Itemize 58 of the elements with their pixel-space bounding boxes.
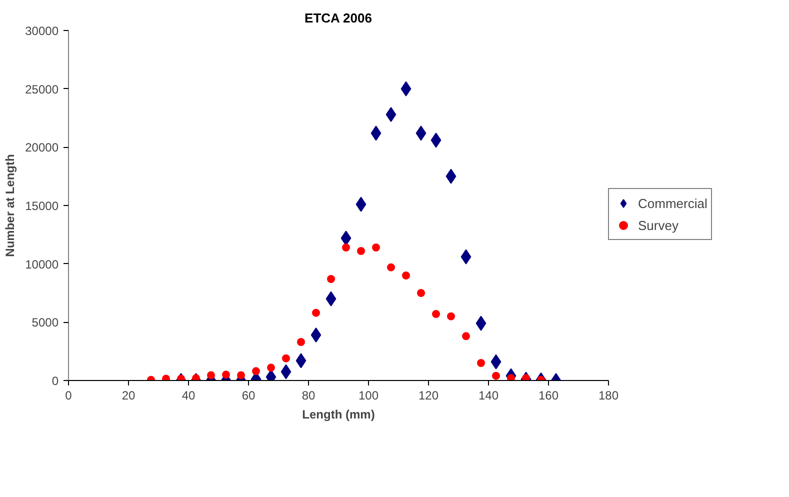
point	[296, 353, 306, 368]
y-tick-label: 0	[52, 374, 59, 388]
x-axis-title: Length (mm)	[302, 408, 375, 422]
x-tick-label: 120	[418, 388, 439, 402]
point	[282, 354, 290, 362]
y-tick-label: 15000	[25, 199, 59, 213]
point	[326, 291, 336, 306]
point	[386, 107, 396, 122]
point	[372, 244, 380, 252]
point	[432, 310, 440, 318]
point	[402, 272, 410, 280]
point	[297, 338, 305, 346]
point	[416, 126, 426, 141]
point	[400, 81, 412, 96]
point	[522, 374, 530, 380]
legend-label: Commercial	[638, 196, 708, 210]
point	[310, 328, 322, 342]
point	[340, 230, 352, 246]
x-tick-label: 160	[538, 388, 559, 402]
point	[162, 374, 170, 380]
point	[430, 132, 442, 148]
point	[356, 196, 366, 212]
point	[417, 289, 425, 297]
point	[267, 364, 275, 372]
y-tick-label: 30000	[25, 24, 59, 38]
x-tick-label: 40	[182, 388, 196, 402]
point	[462, 332, 470, 340]
point	[370, 126, 382, 141]
point	[222, 370, 230, 379]
y-tick-label: 25000	[25, 82, 59, 96]
point	[447, 312, 455, 320]
point	[476, 316, 486, 331]
point	[490, 354, 502, 370]
y-tick-label: 20000	[25, 140, 59, 155]
x-tick-label: 60	[242, 388, 256, 402]
point	[312, 308, 320, 317]
x-tick-label: 20	[122, 388, 136, 402]
y-tick-label: 10000	[25, 257, 59, 272]
chart-title: ETCA 2006	[304, 10, 372, 26]
x-tick-label: 140	[478, 388, 499, 402]
x-tick-label: 0	[65, 388, 72, 402]
point	[342, 244, 350, 252]
y-axis-title: Number at Length	[3, 154, 18, 257]
point	[446, 168, 456, 184]
point	[280, 364, 292, 380]
y-tick-label: 5000	[32, 316, 59, 330]
x-tick-label: 180	[598, 388, 619, 402]
x-tick-label: 80	[302, 388, 316, 402]
point	[477, 359, 485, 367]
point	[460, 249, 472, 264]
point	[357, 247, 365, 255]
point	[327, 275, 335, 283]
point	[252, 367, 260, 376]
x-tick-label: 100	[358, 388, 379, 402]
point	[507, 374, 515, 380]
point	[492, 372, 500, 380]
point	[387, 263, 395, 272]
legend-label: Survey	[638, 218, 678, 232]
